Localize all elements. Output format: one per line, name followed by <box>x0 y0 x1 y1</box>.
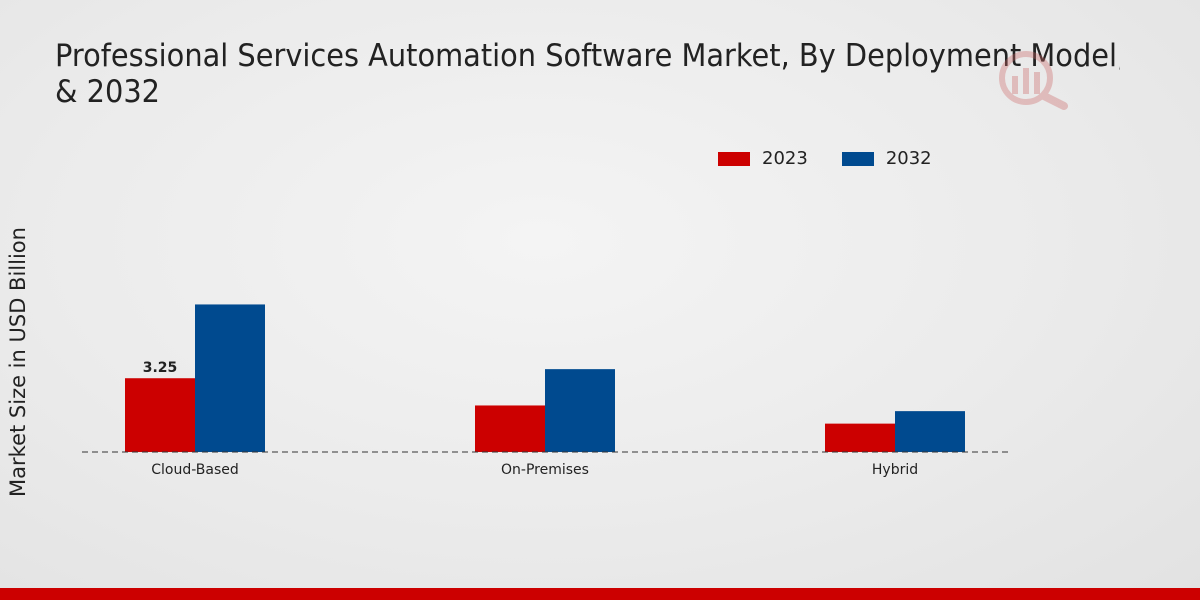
bar-2023-cloud-based <box>125 378 195 452</box>
bar-2032-hybrid <box>895 411 965 452</box>
legend-swatch-2032 <box>841 151 874 166</box>
x-tick-label-on-premises: On-Premises <box>501 462 589 478</box>
bar-2032-cloud-based <box>195 304 265 452</box>
data-label-2023-cloud-based: 3.25 <box>143 360 178 376</box>
bar-2023-hybrid <box>825 423 895 452</box>
x-tick-label-cloud-based: Cloud-Based <box>151 462 239 478</box>
chart-legend: 2023 2032 <box>718 148 966 169</box>
x-tick-label-hybrid: Hybrid <box>872 462 918 478</box>
legend-item-2023: 2023 <box>718 148 808 169</box>
bar-2023-on-premises <box>475 405 545 452</box>
legend-swatch-2023 <box>718 151 750 166</box>
legend-label-2023: 2023 <box>762 148 808 169</box>
watermark-logo-icon <box>999 51 1068 110</box>
legend-item-2032: 2032 <box>841 148 932 169</box>
legend-label-2032: 2032 <box>885 148 932 169</box>
bar-2032-on-premises <box>545 369 615 452</box>
chart-title-line-1: Professional Services Automation Softwar… <box>55 38 1120 74</box>
chart-title: Professional Services Automation Softwar… <box>55 38 1120 110</box>
chart-title-line-2: & 2032 <box>55 74 161 110</box>
bottom-accent-bar <box>0 588 1200 600</box>
